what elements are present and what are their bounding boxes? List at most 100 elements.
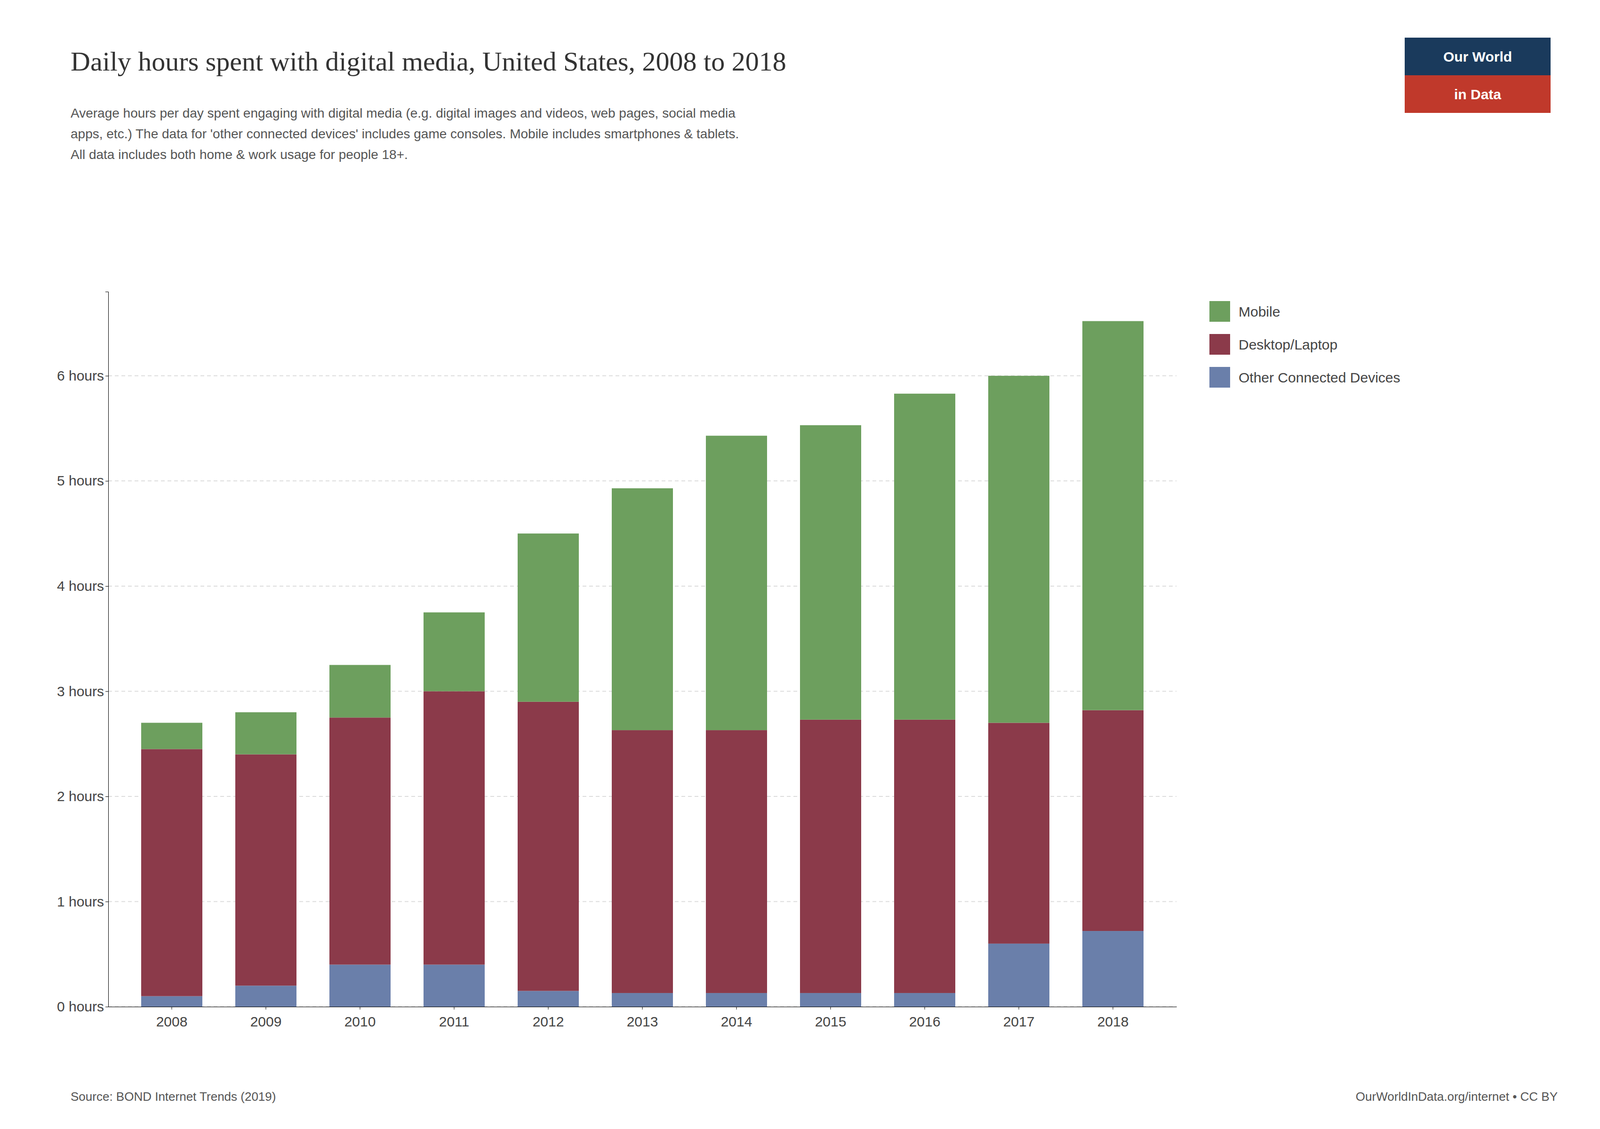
bar bbox=[141, 749, 203, 997]
legend-item: Desktop/Laptop bbox=[1209, 334, 1338, 355]
bar bbox=[329, 717, 391, 965]
bar bbox=[611, 730, 673, 994]
subtitle-line: apps, etc.) The data for 'other connecte… bbox=[70, 126, 739, 142]
bar bbox=[423, 691, 485, 965]
bar bbox=[988, 944, 1050, 1008]
x-tick-mark bbox=[830, 1007, 832, 1010]
x-tick: 2010 bbox=[344, 1007, 376, 1030]
x-tick: 2018 bbox=[1097, 1007, 1129, 1030]
y-tick: 3 hours bbox=[56, 683, 109, 700]
x-tick-label: 2011 bbox=[439, 1014, 470, 1030]
bar bbox=[894, 393, 956, 720]
grid bbox=[108, 376, 1177, 1008]
x-tick-label: 2017 bbox=[1003, 1014, 1035, 1030]
y-tick-label: 4 hours bbox=[56, 578, 104, 594]
x-tick: 2016 bbox=[909, 1007, 941, 1030]
bar bbox=[517, 533, 579, 703]
bar bbox=[705, 730, 768, 994]
title: Daily hours spent with digital media, Un… bbox=[70, 46, 787, 77]
source-right: OurWorldInData.org/internet • CC BY bbox=[1355, 1089, 1558, 1104]
y-tick-mark bbox=[105, 586, 109, 587]
bar bbox=[894, 720, 956, 994]
bar bbox=[329, 665, 391, 719]
logo-box bbox=[1404, 75, 1551, 113]
y-tick-mark bbox=[105, 480, 109, 482]
bar-series bbox=[141, 321, 1144, 755]
bar bbox=[423, 965, 485, 1008]
logo-text: in Data bbox=[1454, 86, 1502, 103]
x-tick-mark bbox=[265, 1007, 267, 1010]
x-tick-mark bbox=[924, 1007, 926, 1010]
x-tick-mark bbox=[1018, 1007, 1020, 1010]
x-tick-label: 2008 bbox=[156, 1014, 188, 1030]
y-tick-label: 3 hours bbox=[56, 683, 104, 700]
bar bbox=[141, 722, 203, 750]
legend-swatch bbox=[1209, 367, 1231, 388]
legend-label: Desktop/Laptop bbox=[1238, 336, 1338, 353]
y-tick-mark bbox=[105, 1007, 109, 1008]
bar bbox=[141, 996, 203, 1008]
x-tick: 2011 bbox=[439, 1007, 470, 1030]
y-tick-label: 1 hours bbox=[56, 894, 104, 910]
y-tick-label: 2 hours bbox=[56, 788, 104, 805]
subtitle-line: All data includes both home & work usage… bbox=[70, 147, 408, 162]
legend-item: Other Connected Devices bbox=[1209, 367, 1401, 388]
x-tick-label: 2013 bbox=[626, 1014, 659, 1030]
y-tick-mark bbox=[105, 796, 109, 798]
x-tick: 2013 bbox=[626, 1007, 659, 1030]
bar bbox=[1082, 710, 1144, 932]
logo-text: Our World bbox=[1443, 48, 1512, 65]
y-tick: 1 hours bbox=[56, 894, 109, 910]
x-tick-label: 2012 bbox=[532, 1014, 565, 1030]
y-tick-label: 6 hours bbox=[56, 368, 104, 384]
x-axis: 2008 2009 2010 2011 2012 2013 2014 2015 2016 2017… bbox=[108, 1007, 1177, 1030]
y-tick: 0 hours bbox=[56, 999, 109, 1015]
legend-swatch bbox=[1209, 334, 1231, 355]
bar bbox=[988, 722, 1050, 944]
y-tick: 5 hours bbox=[56, 472, 109, 489]
bar bbox=[235, 712, 297, 755]
y-tick-mark bbox=[105, 691, 109, 692]
bar bbox=[988, 376, 1050, 724]
legend-swatch bbox=[1209, 301, 1231, 322]
bars bbox=[141, 321, 1144, 1008]
x-tick-mark bbox=[360, 1007, 361, 1010]
y-tick: 6 hours bbox=[56, 368, 109, 384]
bar bbox=[611, 993, 673, 1008]
source-left: Source: BOND Internet Trends (2019) bbox=[70, 1089, 276, 1104]
legend: Mobile Desktop/Laptop Other Connected Devi… bbox=[1209, 301, 1401, 388]
y-tick: 4 hours bbox=[56, 578, 109, 594]
bar bbox=[800, 425, 862, 720]
x-tick-label: 2018 bbox=[1097, 1014, 1129, 1030]
chart-root: Daily hours spent with digital media, Un… bbox=[0, 0, 1600, 1129]
subtitle: Average hours per day spent engaging wit… bbox=[70, 105, 739, 162]
x-tick-label: 2010 bbox=[344, 1014, 376, 1030]
bar bbox=[800, 993, 862, 1008]
x-tick-mark bbox=[454, 1007, 455, 1010]
plot: 0 hours 1 hours 2 hours 3 hours 4 hours 5 hou… bbox=[56, 292, 1177, 1031]
x-tick-label: 2015 bbox=[815, 1014, 847, 1030]
x-tick-label: 2014 bbox=[720, 1014, 753, 1030]
x-tick: 2014 bbox=[720, 1007, 753, 1030]
y-axis: 0 hours 1 hours 2 hours 3 hours 4 hours 5 hou… bbox=[56, 292, 109, 1016]
y-tick-label: 0 hours bbox=[56, 999, 104, 1015]
bar bbox=[1082, 931, 1144, 1008]
bar bbox=[517, 702, 579, 992]
bar bbox=[329, 965, 391, 1008]
x-tick-label: 2009 bbox=[250, 1014, 282, 1030]
x-tick: 2012 bbox=[532, 1007, 565, 1030]
x-tick-mark bbox=[642, 1007, 643, 1010]
x-tick: 2015 bbox=[815, 1007, 847, 1030]
subtitle-line: Average hours per day spent engaging wit… bbox=[70, 105, 736, 121]
x-tick: 2017 bbox=[1003, 1007, 1035, 1030]
legend-item: Mobile bbox=[1209, 301, 1280, 322]
x-tick-mark bbox=[1112, 1007, 1114, 1010]
bar bbox=[235, 754, 297, 987]
y-tick-mark bbox=[105, 376, 109, 377]
bar bbox=[235, 985, 297, 1008]
y-tick-label: 5 hours bbox=[56, 472, 104, 489]
y-tick-mark bbox=[105, 901, 109, 903]
legend-label: Mobile bbox=[1238, 304, 1280, 320]
x-tick-mark bbox=[736, 1007, 737, 1010]
axis-domain bbox=[105, 292, 109, 1008]
